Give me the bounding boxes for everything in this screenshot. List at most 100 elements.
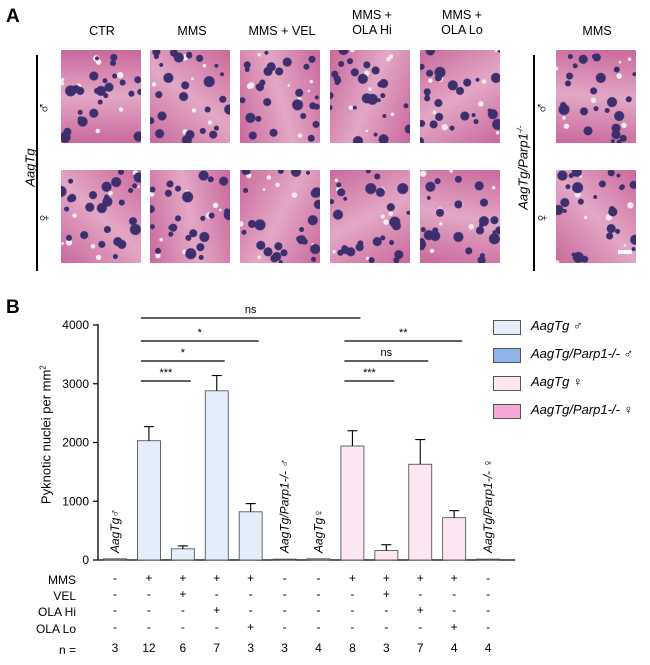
table-cell: -: [418, 620, 422, 634]
table-cell: 3: [247, 641, 254, 655]
significance-label: ns: [245, 304, 257, 316]
row-label-ola-lo: OLA Lo: [35, 622, 76, 636]
histology-tile-ola-lo-male: [420, 50, 500, 143]
legend-swatch: [493, 404, 521, 419]
table-cell: -: [486, 571, 490, 585]
table-cell: +: [417, 603, 424, 617]
table-cell: +: [451, 620, 458, 634]
table-cell: -: [147, 620, 151, 634]
table-cell: -: [452, 587, 456, 601]
bar: [137, 440, 161, 561]
table-cell: 7: [417, 641, 424, 655]
column-header-mms-ola-hi: MMS + OLA Hi: [352, 8, 392, 37]
histology-tile-ola-hi-female: [330, 170, 410, 263]
table-cell: +: [383, 571, 390, 585]
table-cell: -: [215, 587, 219, 601]
table-cell: 3: [112, 641, 119, 655]
table-cell: -: [283, 571, 287, 585]
significance-label: ***: [363, 367, 377, 379]
table-cell: -: [215, 620, 219, 634]
column-header-ctr: CTR: [89, 24, 115, 38]
table-cell: -: [384, 620, 388, 634]
column-header-right-mms: MMS: [582, 24, 612, 38]
table-cell: -: [317, 620, 321, 634]
table-cell: -: [350, 587, 354, 601]
row-label-mms: MMS: [48, 573, 76, 587]
significance-label: ***: [159, 367, 173, 379]
table-cell: +: [179, 571, 186, 585]
table-cell: -: [181, 603, 185, 617]
in-chart-group-label: AagTg/Parp1-/- ♀: [481, 459, 495, 554]
panel-b-letter: B: [6, 297, 20, 318]
table-cell: -: [249, 587, 253, 601]
bar: [170, 548, 195, 561]
in-chart-group-label: AagTg/Parp1-/- ♂: [278, 459, 292, 554]
table-cell: +: [213, 571, 220, 585]
table-cell: +: [349, 571, 356, 585]
bar: [408, 463, 433, 561]
table-cell: -: [147, 603, 151, 617]
group-bracket-left: [36, 55, 38, 271]
table-cell: +: [179, 587, 186, 601]
table-cell: 6: [179, 641, 186, 655]
bar: [204, 390, 229, 561]
in-chart-group-label: AagTg♀: [312, 509, 326, 554]
table-cell: -: [113, 587, 117, 601]
table-cell: -: [384, 603, 388, 617]
table-cell: -: [249, 603, 253, 617]
table-cell: -: [113, 571, 117, 585]
table-cell: 7: [213, 641, 220, 655]
histology-tile-ctr-female: [61, 170, 141, 263]
column-header-mms-ola-lo: MMS + OLA Lo: [441, 8, 483, 37]
table-cell: -: [147, 587, 151, 601]
table-cell: 12: [142, 641, 156, 655]
legend-swatch: [493, 348, 521, 363]
table-cell: -: [418, 587, 422, 601]
table-cell: -: [350, 603, 354, 617]
bar: [103, 558, 127, 561]
histology-tile-mms-male: [150, 50, 230, 143]
table-cell: +: [451, 571, 458, 585]
table-cell: -: [181, 620, 185, 634]
y-tick-label: 0: [82, 553, 89, 567]
histology-tile-parp1-mms-female: [556, 170, 636, 263]
y-tick-label: 1000: [62, 494, 89, 508]
table-cell: -: [486, 603, 490, 617]
y-tick-label: 2000: [62, 436, 89, 450]
panel-a-letter: A: [6, 6, 20, 27]
row-label-vel: VEL: [53, 589, 76, 603]
significance-label: *: [181, 347, 186, 359]
bar: [442, 517, 467, 561]
table-cell: +: [383, 587, 390, 601]
bar: [272, 558, 297, 561]
histology-tile-ola-lo-female: [420, 170, 500, 263]
table-cell: +: [417, 571, 424, 585]
table-cell: -: [113, 603, 117, 617]
significance-label: **: [399, 327, 408, 339]
histology-tile-mms-vel-male: [240, 50, 320, 143]
table-cell: +: [247, 620, 254, 634]
histology-tile-ctr-male: [61, 50, 141, 143]
table-cell: 3: [383, 641, 390, 655]
table-cell: -: [113, 620, 117, 634]
table-cell: 4: [485, 641, 492, 655]
y-tick-label: 4000: [62, 318, 89, 332]
table-cell: -: [283, 620, 287, 634]
table-cell: +: [213, 603, 220, 617]
table-cell: -: [317, 603, 321, 617]
histology-tile-ola-hi-male: [330, 50, 410, 143]
row-label-n: n =: [58, 643, 76, 657]
table-cell: 3: [281, 641, 288, 655]
histology-tile-parp1-mms-male: [556, 50, 636, 143]
y-tick-label: 3000: [62, 377, 89, 391]
table-cell: -: [283, 587, 287, 601]
table-cell: -: [283, 603, 287, 617]
table-cell: -: [350, 620, 354, 634]
row-label-ola-hi: OLA Hi: [37, 605, 76, 619]
histology-tile-mms-female: [150, 170, 230, 263]
bar: [476, 558, 500, 561]
histology-tile-mms-vel-female: [240, 170, 320, 263]
bar: [306, 558, 331, 561]
table-cell: 4: [315, 641, 322, 655]
